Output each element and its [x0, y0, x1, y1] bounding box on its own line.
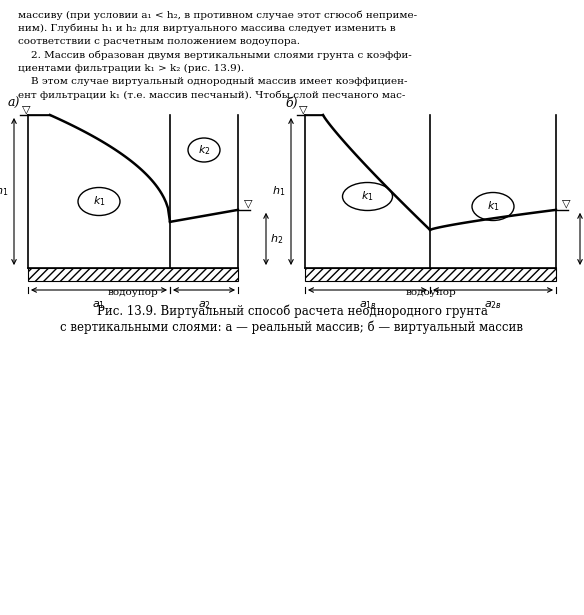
Text: В этом случае виртуальный однородный массив имеет коэффициен-: В этом случае виртуальный однородный мас… — [18, 77, 408, 87]
Text: массиву (при условии a₁ < h₂, в противном случае этот сгюсоб неприме-: массиву (при условии a₁ < h₂, в противно… — [18, 10, 417, 20]
Text: б): б) — [285, 97, 297, 110]
Text: $k_2$: $k_2$ — [198, 143, 210, 157]
Text: соответствии с расчетным положением водоупора.: соответствии с расчетным положением водо… — [18, 37, 300, 46]
Text: $a_{1в}$: $a_{1в}$ — [359, 299, 377, 311]
Text: ним). Глубины h₁ и h₂ для виртуального массива следует изменить в: ним). Глубины h₁ и h₂ для виртуального м… — [18, 23, 395, 33]
Text: $h_2$: $h_2$ — [270, 232, 283, 246]
Text: водоупор: водоупор — [405, 288, 456, 297]
Text: ▽: ▽ — [299, 104, 307, 114]
Text: ент фильтрации k₁ (т.е. массив песчаный). Чтобы слой песчаного мас-: ент фильтрации k₁ (т.е. массив песчаный)… — [18, 91, 405, 100]
Text: $k_1$: $k_1$ — [361, 189, 374, 204]
Text: ▽: ▽ — [562, 199, 570, 209]
Text: с вертикальными слоями: а — реальный массив; б — виртуальный массив: с вертикальными слоями: а — реальный мас… — [61, 320, 523, 333]
Text: ▽: ▽ — [22, 104, 30, 114]
Text: $a_1$: $a_1$ — [92, 299, 106, 311]
Text: Рис. 13.9. Виртуальный способ расчета неоднородного грунта: Рис. 13.9. Виртуальный способ расчета не… — [96, 305, 488, 319]
Text: $h_1$: $h_1$ — [0, 184, 8, 199]
Text: $a_{2в}$: $a_{2в}$ — [484, 299, 502, 311]
Text: $h_1$: $h_1$ — [272, 184, 285, 199]
Text: а): а) — [8, 97, 20, 110]
Text: $k_1$: $k_1$ — [93, 194, 105, 208]
Bar — [28, 268, 238, 281]
Text: $a_2$: $a_2$ — [197, 299, 210, 311]
Bar — [305, 268, 556, 281]
Text: ▽: ▽ — [244, 199, 252, 209]
Text: циентами фильтрации k₁ > k₂ (рис. 13.9).: циентами фильтрации k₁ > k₂ (рис. 13.9). — [18, 64, 244, 73]
Text: $k_1$: $k_1$ — [486, 200, 499, 213]
Text: водоупор: водоупор — [107, 288, 158, 297]
Text: 2. Массив образован двумя вертикальными слоями грунта с коэффи-: 2. Массив образован двумя вертикальными … — [18, 50, 412, 60]
